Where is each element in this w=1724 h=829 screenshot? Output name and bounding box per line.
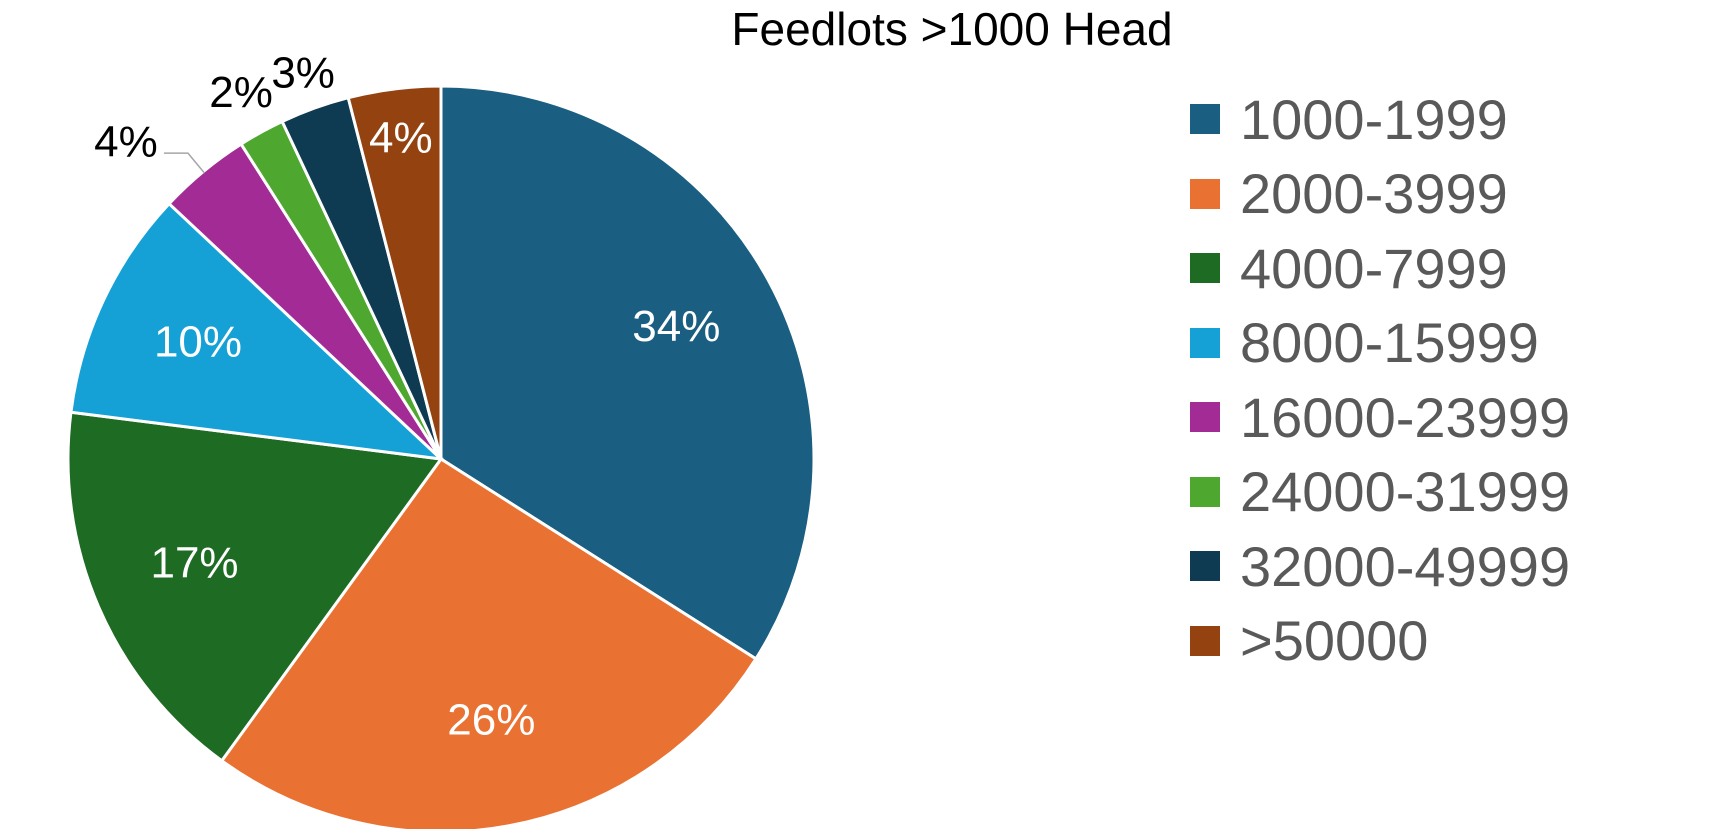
legend-swatch — [1190, 476, 1220, 507]
data-label-2: 26% — [447, 695, 535, 744]
legend-label: 16000-23999 — [1240, 385, 1571, 449]
data-label-1: 34% — [632, 302, 720, 351]
legend-item-6: 24000-31999 — [1190, 455, 1570, 530]
legend-swatch — [1190, 178, 1220, 209]
legend-swatch — [1190, 625, 1220, 656]
pie-slice-2 — [219, 456, 759, 829]
legend-swatch — [1190, 104, 1220, 135]
legend-item-2: 2000-3999 — [1190, 157, 1570, 232]
legend-label: 8000-15999 — [1240, 311, 1539, 375]
pie-slice-3 — [66, 410, 444, 763]
legend-item-5: 16000-23999 — [1190, 380, 1570, 455]
pie-slice-4 — [69, 201, 446, 462]
legend: 1000-1999 2000-3999 4000-7999 8000-15999 160… — [1190, 82, 1570, 678]
legend-label: 32000-49999 — [1240, 534, 1571, 598]
legend-item-8: >50000 — [1190, 604, 1570, 679]
legend-swatch — [1190, 402, 1220, 433]
legend-swatch — [1190, 327, 1220, 358]
data-label-7: 3% — [271, 49, 335, 98]
data-label-6: 2% — [209, 68, 273, 117]
data-label-5: 4% — [94, 118, 158, 167]
legend-label: >50000 — [1240, 609, 1429, 673]
data-label-3: 17% — [150, 538, 238, 587]
pie-slice-1 — [439, 84, 816, 661]
legend-label: 1000-1999 — [1240, 87, 1508, 151]
legend-item-4: 8000-15999 — [1190, 306, 1570, 381]
legend-label: 2000-3999 — [1240, 162, 1508, 226]
legend-label: 24000-31999 — [1240, 460, 1571, 524]
chart-title: Feedlots >1000 Head — [731, 3, 1173, 55]
legend-label: 4000-7999 — [1240, 236, 1508, 300]
legend-item-1: 1000-1999 — [1190, 82, 1570, 157]
data-label-leader-line — [163, 152, 206, 174]
data-label-4: 10% — [154, 317, 242, 366]
legend-swatch — [1190, 253, 1220, 284]
legend-item-7: 32000-49999 — [1190, 529, 1570, 604]
data-label-8: 4% — [369, 113, 433, 162]
legend-item-3: 4000-7999 — [1190, 231, 1570, 306]
legend-swatch — [1190, 551, 1220, 582]
pie-slice-8 — [346, 84, 443, 460]
